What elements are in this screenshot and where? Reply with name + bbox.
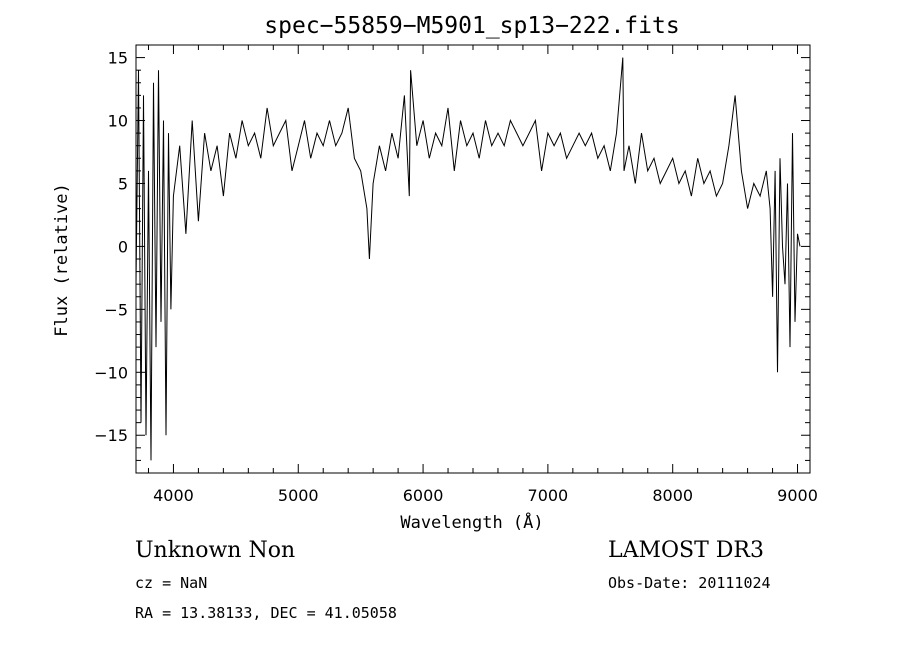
axis-tick-labels: 4000 5000 6000 7000 8000 9000 15 10 5 0 −5 −10 −15	[94, 49, 818, 505]
y-axis-label: Flux (relative)	[52, 183, 72, 337]
x-tick-label: 5000	[278, 486, 319, 505]
object-class-label: Unknown Non	[135, 538, 296, 563]
y-tick-label: 10	[108, 112, 128, 131]
axis-ticks	[136, 44, 810, 474]
plot-frame	[135, 44, 811, 474]
x-tick-label: 7000	[528, 486, 569, 505]
x-tick-label: 4000	[153, 486, 194, 505]
x-axis-label: Wavelength (Å)	[400, 511, 543, 533]
y-tick-label: 5	[118, 174, 128, 193]
spectrum-line	[135, 57, 801, 461]
y-tick-label: 0	[118, 237, 128, 256]
y-tick-label: 15	[108, 49, 128, 68]
x-tick-label: 6000	[403, 486, 444, 505]
chart-title: spec−55859−M5901_sp13−222.fits	[264, 13, 679, 39]
x-tick-label: 9000	[777, 486, 818, 505]
y-tick-label: −5	[104, 300, 128, 319]
redshift-label: cz = NaN	[135, 574, 208, 592]
obs-date-label: Obs-Date: 20111024	[608, 574, 771, 592]
y-tick-label: −10	[94, 363, 128, 382]
survey-label: LAMOST DR3	[608, 538, 764, 563]
series-group	[135, 57, 801, 461]
x-tick-label: 8000	[652, 486, 693, 505]
coordinates-label: RA = 13.38133, DEC = 41.05058	[135, 604, 397, 622]
y-tick-label: −15	[94, 426, 128, 445]
